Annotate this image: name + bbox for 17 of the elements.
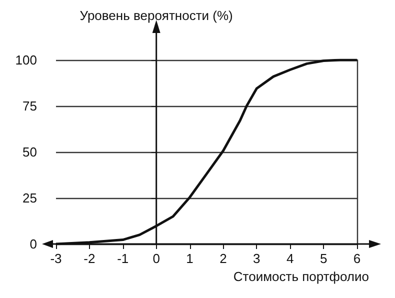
y-tick-label: 100 [15,52,37,68]
x-tick-label: 0 [152,251,160,266]
x-tick-label: 3 [253,251,260,266]
x-tick-label: -3 [50,251,62,266]
y-tick-label: 75 [22,98,37,114]
y-tick-label: 0 [30,236,37,252]
y-tick-label: 50 [22,144,37,160]
y-tick-label: 25 [22,190,37,206]
x-axis-title: Стоимость портфолио [233,269,369,284]
x-tick-label: -1 [117,251,129,266]
y-axis-title: Уровень вероятности (%) [80,8,233,23]
x-tick-label: 4 [286,251,294,266]
x-tick-label: 1 [186,251,194,266]
x-tick-label: 2 [220,251,227,266]
x-tick-label: 5 [320,251,328,266]
x-tick-label: -2 [84,251,96,266]
x-tick-label: 6 [353,251,361,266]
